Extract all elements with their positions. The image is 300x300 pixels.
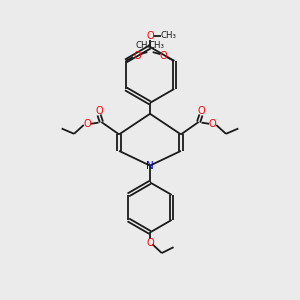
Text: CH₃: CH₃ bbox=[149, 41, 165, 50]
Text: O: O bbox=[83, 119, 91, 129]
Text: CH₃: CH₃ bbox=[135, 41, 151, 50]
Text: O: O bbox=[146, 31, 154, 41]
Text: CH₃: CH₃ bbox=[161, 31, 177, 40]
Text: N: N bbox=[146, 160, 154, 171]
Text: O: O bbox=[159, 51, 167, 61]
Text: O: O bbox=[209, 119, 217, 129]
Text: O: O bbox=[146, 238, 154, 248]
Text: O: O bbox=[133, 51, 141, 61]
Text: O: O bbox=[197, 106, 205, 116]
Text: O: O bbox=[95, 106, 103, 116]
